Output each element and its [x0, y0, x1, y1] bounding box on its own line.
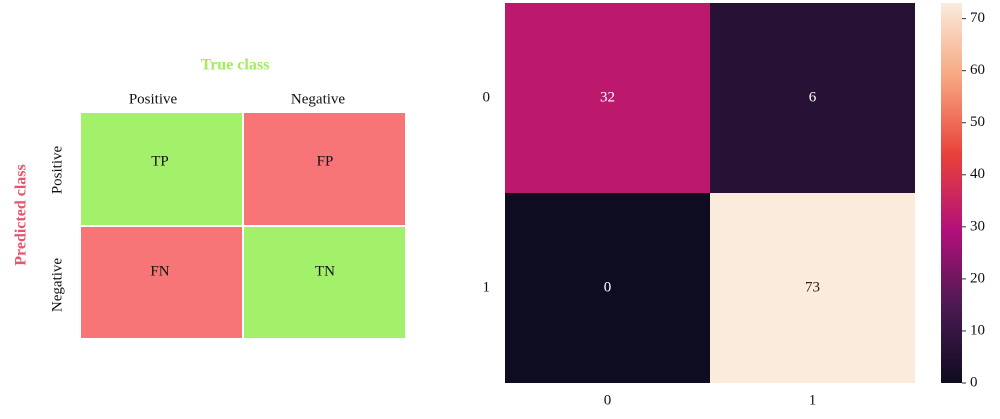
cell	[244, 227, 405, 338]
column-header: Negative	[291, 91, 345, 107]
diagram-y-title: Predicted class	[13, 164, 30, 265]
cell-value: 0	[604, 279, 612, 295]
colorbar-tick-label: 20	[970, 270, 985, 286]
colorbar-tick-label: 40	[970, 166, 985, 182]
cell	[81, 113, 242, 225]
colorbar-tick-label: 50	[970, 114, 985, 130]
diagram-title: True class	[201, 57, 270, 74]
y-tick-label: 1	[483, 279, 491, 295]
cell-value: 73	[805, 279, 820, 295]
column-header: Positive	[129, 91, 178, 107]
cell-label: FP	[317, 153, 334, 169]
y-tick-label: 0	[483, 89, 491, 105]
colorbar-tick-label: 10	[970, 322, 985, 338]
cell-value: 6	[809, 89, 817, 105]
row-header: Positive	[49, 145, 65, 194]
cell-label: FN	[150, 263, 169, 279]
colorbar	[941, 3, 962, 383]
cell-label: TP	[151, 153, 169, 169]
colorbar-tick-label: 0	[970, 374, 978, 390]
cell	[244, 113, 405, 225]
colorbar-tick-label: 70	[970, 10, 985, 26]
x-tick-label: 1	[809, 392, 817, 408]
heatmap-cell	[710, 3, 915, 193]
cell-label: TN	[315, 263, 335, 279]
row-header: Negative	[49, 258, 65, 312]
heatmap-cell	[505, 3, 710, 193]
heatmap-cell	[505, 193, 710, 383]
confusion-diagram: True class Predicted class Positive Nega…	[13, 57, 405, 338]
colorbar-tick-label: 60	[970, 62, 985, 78]
colorbar-tick-label: 30	[970, 218, 985, 234]
heatmap-cell	[710, 193, 915, 383]
cell-value: 32	[600, 89, 615, 105]
x-tick-label: 0	[604, 392, 612, 408]
cell	[81, 227, 242, 338]
